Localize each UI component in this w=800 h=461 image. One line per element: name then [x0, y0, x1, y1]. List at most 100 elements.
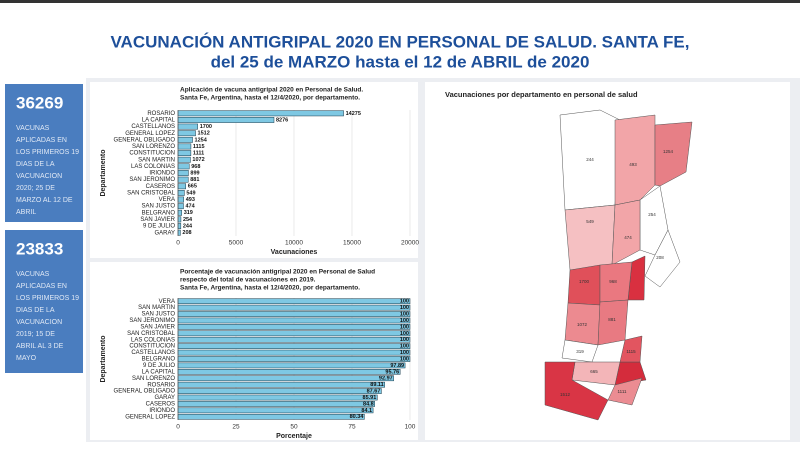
kpi-card	[5, 230, 83, 373]
value-label: 97.89	[390, 363, 404, 369]
value-label: 881	[190, 177, 199, 183]
y-tick-label: SAN CRISTOBAL	[127, 190, 176, 196]
map-label: 1111	[617, 389, 627, 394]
value-label: 95.76	[385, 369, 399, 375]
y-tick-label: SAN JUSTO	[141, 312, 175, 318]
map-label: 881	[608, 317, 616, 322]
bar	[177, 298, 411, 305]
y-tick-label: IRIONDO	[149, 171, 175, 177]
y-tick-label: GARAY	[154, 395, 175, 401]
map-label: 968	[609, 279, 617, 284]
value-label: 84.1	[361, 408, 372, 414]
bar	[177, 196, 184, 203]
value-label: 100	[400, 299, 409, 305]
value-label: 968	[191, 164, 200, 170]
value-label: 100	[400, 344, 409, 350]
map-region	[544, 361, 609, 421]
bar	[177, 388, 382, 394]
bar	[177, 117, 275, 123]
y-tick-label: CASEROS	[146, 402, 175, 408]
map-region	[611, 199, 641, 266]
value-label: 1115	[193, 144, 205, 150]
y-tick-label: GARAY	[154, 230, 175, 236]
value-label: 100	[400, 305, 409, 311]
y-tick-label: VERA	[159, 299, 175, 305]
x-tick-label: 25	[232, 424, 240, 431]
y-tick-label: CASEROS	[146, 184, 175, 190]
bar	[177, 330, 411, 337]
value-label: 319	[184, 210, 193, 216]
map-label: 1512	[560, 392, 571, 397]
y-tick-label: LA CAPITAL	[142, 369, 176, 375]
bar	[177, 156, 191, 163]
bar	[177, 150, 192, 157]
value-label: 549	[186, 190, 195, 196]
value-label: 493	[186, 197, 195, 203]
chart-title: Santa Fe, Argentina, hasta el 12/4/2020,…	[180, 95, 360, 102]
value-label: 1700	[200, 124, 212, 130]
chart-panel	[90, 82, 418, 258]
x-tick-label: 50	[290, 424, 298, 431]
map-region	[614, 114, 656, 206]
x-axis-label: Vacunaciones	[271, 249, 318, 256]
value-label: 14275	[346, 111, 361, 117]
y-tick-label: VERA	[159, 197, 175, 203]
value-label: 80.34	[350, 414, 365, 420]
y-tick-label: SAN JERONIMO	[129, 177, 175, 183]
x-tick-label: 0	[176, 240, 180, 247]
map-label: 208	[656, 255, 664, 260]
bar	[177, 176, 189, 183]
x-tick-label: 15000	[343, 240, 361, 247]
bar	[177, 216, 182, 223]
bar	[177, 209, 182, 216]
y-tick-label: CONSTITUCION	[129, 151, 175, 157]
bar	[177, 349, 411, 356]
value-label: 84.8	[363, 401, 374, 407]
x-tick-label: 100	[405, 424, 416, 431]
chart-title: Aplicación de vacuna antigripal 2020 en …	[180, 87, 363, 94]
y-tick-label: GENERAL OBLIGADO	[114, 137, 176, 143]
bar	[177, 336, 411, 343]
y-tick-label: GENERAL LOPEZ	[125, 131, 175, 137]
value-label: 100	[400, 350, 409, 356]
y-tick-label: SAN LORENZO	[132, 144, 175, 150]
x-tick-label: 20000	[401, 240, 419, 247]
value-label: 100	[400, 337, 409, 343]
y-axis-label: Departamento	[100, 149, 107, 196]
map-region	[644, 229, 681, 288]
y-tick-label: GENERAL LOPEZ	[125, 414, 175, 420]
value-label: 208	[182, 230, 191, 236]
bar	[177, 343, 411, 349]
kpi-text: VACUNAS APLICADAS EN LOS PRIMEROS 19 DIAS D…	[16, 125, 79, 216]
map-region	[607, 377, 643, 406]
map-label: 665	[590, 369, 598, 374]
map-title: Vacunaciones por departamento en persona…	[445, 90, 638, 99]
map-label: 244	[586, 157, 594, 162]
bar	[177, 203, 184, 210]
map-label: 1254	[663, 149, 674, 154]
y-tick-label: IRIONDO	[149, 408, 175, 414]
bar	[177, 189, 185, 196]
bar	[177, 407, 374, 414]
map-label: 254	[648, 212, 656, 217]
bar	[177, 356, 411, 362]
value-label: 899	[190, 170, 199, 176]
value-label: 254	[183, 217, 193, 223]
y-tick-label: SAN LORENZO	[132, 376, 175, 382]
value-label: 244	[183, 224, 193, 230]
bar	[177, 317, 411, 324]
y-tick-label: BELGRANO	[142, 210, 176, 216]
title-line: VACUNACIÓN ANTIGRIPAL 2020 EN PERSONAL D…	[110, 32, 689, 51]
value-label: 100	[400, 318, 409, 324]
map-label: 1115	[626, 349, 636, 354]
bar	[177, 324, 411, 330]
y-tick-label: SAN MARTIN	[138, 157, 175, 163]
y-tick-label: CASTELLANOS	[131, 124, 175, 130]
y-tick-label: SAN CRISTOBAL	[127, 331, 176, 337]
value-label: 89.11	[370, 382, 383, 388]
map-region	[619, 335, 643, 363]
bar	[177, 170, 189, 176]
bar	[177, 369, 401, 375]
